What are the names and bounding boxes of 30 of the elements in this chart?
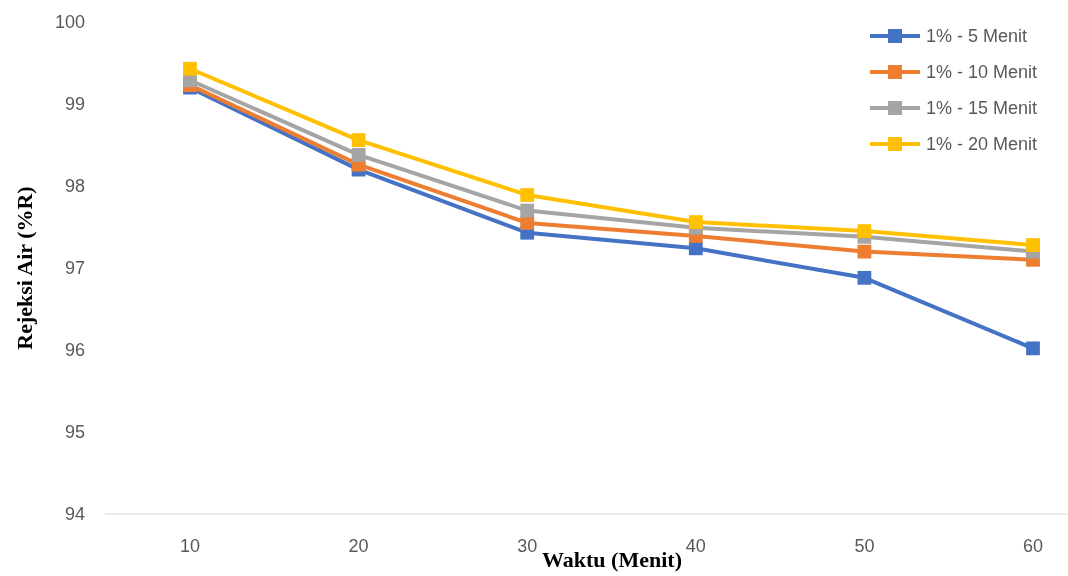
- y-tick-label: 100: [54, 12, 85, 33]
- legend-label: 1% - 20 Menit: [926, 134, 1038, 155]
- x-tick-label: 30: [517, 536, 538, 556]
- y-tick-label: 97: [64, 258, 85, 279]
- legend-label: 1% - 15 Menit: [926, 98, 1038, 119]
- y-tick-label: 99: [64, 94, 85, 115]
- point: [520, 216, 535, 230]
- point: [183, 61, 197, 76]
- x-tick-label: 50: [854, 536, 875, 556]
- point: [520, 188, 535, 202]
- point: [857, 270, 872, 285]
- y-tick-label: 96: [64, 340, 85, 361]
- y-tick-label: 94: [64, 504, 85, 525]
- x-tick-label: 10: [179, 536, 201, 556]
- point: [857, 224, 872, 238]
- x-tick-label: 40: [685, 536, 706, 556]
- point: [351, 133, 366, 147]
- x-tick-label: 20: [348, 536, 369, 556]
- point: [1026, 341, 1040, 356]
- y-tick-label: 95: [64, 422, 85, 443]
- legend-label: 1% - 5 Menit: [926, 26, 1028, 47]
- legend-label: 1% - 10 Menit: [926, 62, 1038, 83]
- x-axis-title: Waktu (Menit): [542, 547, 682, 572]
- y-axis-title: Rejeksi Air (%R): [12, 186, 37, 350]
- point: [520, 203, 535, 218]
- x-tick-label: 60: [1022, 536, 1044, 556]
- point: [688, 215, 703, 229]
- point: [351, 147, 366, 162]
- point: [1026, 238, 1040, 252]
- y-tick-label: 98: [64, 176, 85, 197]
